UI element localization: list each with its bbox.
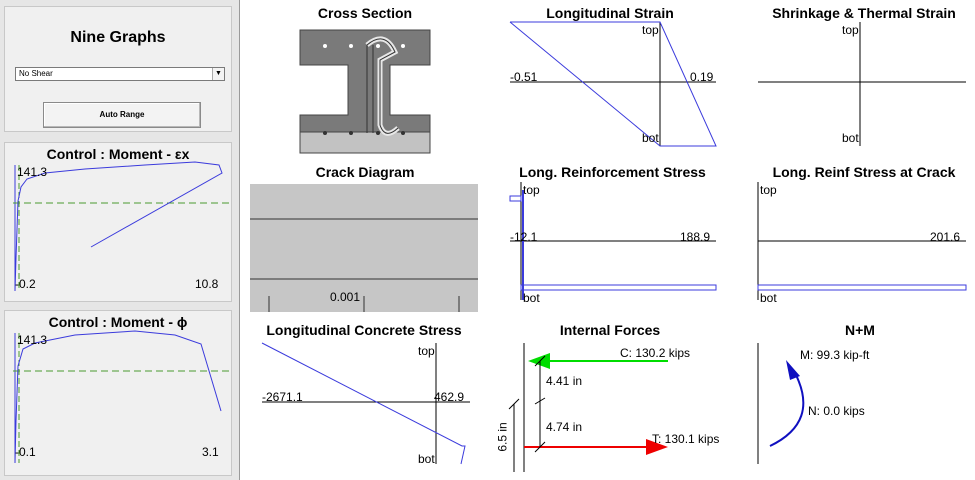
bot-label: bot bbox=[523, 291, 540, 305]
lever-arm-bot-label: 4.74 in bbox=[546, 420, 583, 434]
bot-label: bot bbox=[418, 452, 435, 466]
strain-max-label: 0.19 bbox=[690, 70, 714, 84]
stress-max-label: 462.9 bbox=[434, 390, 465, 404]
long-concrete-stress-title: Longitudinal Concrete Stress bbox=[266, 322, 462, 338]
long-reinf-stress-title: Long. Reinforcement Stress bbox=[519, 164, 706, 180]
top-label: top bbox=[523, 183, 540, 197]
shear-select[interactable]: No Shear ▼ bbox=[15, 67, 225, 81]
x-max-label: 3.1 bbox=[202, 445, 219, 459]
moment-phi-plot bbox=[13, 330, 233, 464]
bot-label: bot bbox=[842, 131, 859, 145]
x-max-label: 10.8 bbox=[195, 277, 219, 291]
top-label: top bbox=[760, 183, 777, 197]
stress-max-label: 201.6 bbox=[930, 230, 961, 244]
graph-title: Control : Moment - ϕ bbox=[48, 314, 188, 330]
section-depth-label: 6.5 in bbox=[495, 422, 510, 452]
settings-box: Nine Graphs No Shear ▼ Auto Range bbox=[4, 6, 232, 132]
axial-force-label: N: 0.0 kips bbox=[808, 404, 865, 418]
strain-min-label: -0.51 bbox=[510, 70, 538, 84]
crack-diagram-title: Crack Diagram bbox=[315, 164, 415, 180]
moment-strain-curve bbox=[14, 161, 223, 292]
compression-force-label: C: 130.2 kips bbox=[620, 346, 691, 360]
shear-select-value: No Shear bbox=[19, 69, 53, 78]
moment-strain-plot bbox=[13, 161, 233, 292]
cross-section-title: Cross Section bbox=[317, 5, 413, 21]
moment-phi-curve bbox=[14, 330, 222, 464]
auto-range-button[interactable]: Auto Range bbox=[43, 102, 201, 128]
shrinkage-thermal-title: Shrinkage & Thermal Strain bbox=[772, 5, 956, 21]
lever-arm-top-label: 4.41 in bbox=[546, 374, 583, 388]
y-top-label: 141.3 bbox=[17, 165, 48, 179]
crack-width-label: 0.001 bbox=[330, 290, 361, 304]
longitudinal-strain-title: Longitudinal Strain bbox=[546, 5, 674, 21]
top-label: top bbox=[842, 23, 859, 37]
tension-force-label: T: 130.1 kips bbox=[652, 432, 720, 446]
stress-max-label: 188.9 bbox=[680, 230, 711, 244]
app-title: Nine Graphs bbox=[70, 29, 166, 46]
control-panel: Nine Graphs No Shear ▼ Auto Range Contro… bbox=[0, 0, 240, 480]
moment-label: M: 99.3 kip-ft bbox=[800, 348, 870, 362]
bot-label: bot bbox=[642, 131, 659, 145]
internal-forces-title: Internal Forces bbox=[559, 322, 661, 338]
dropdown-arrow-icon[interactable]: ▼ bbox=[212, 68, 224, 80]
x-min-label: -0.1 bbox=[15, 445, 36, 459]
graph-title: Control : Moment - εx bbox=[46, 146, 190, 162]
stress-min-label: -12.1 bbox=[510, 230, 538, 244]
top-label: top bbox=[642, 23, 659, 37]
long-reinf-stress-crack-title: Long. Reinf Stress at Crack bbox=[772, 164, 956, 180]
top-label: top bbox=[418, 344, 435, 358]
x-min-label: -0.2 bbox=[15, 277, 36, 291]
n-m-title: N+M bbox=[845, 322, 875, 338]
bot-label: bot bbox=[760, 291, 777, 305]
stress-min-label: -2671.1 bbox=[262, 390, 303, 404]
y-top-label: 141.3 bbox=[17, 333, 48, 347]
control-moment-phi-graph: Control : Moment - ϕ 141.3 -0.1 3.1 bbox=[4, 310, 233, 476]
control-moment-strain-graph: Control : Moment - εx 141.3 -0.2 10.8 bbox=[4, 142, 233, 302]
